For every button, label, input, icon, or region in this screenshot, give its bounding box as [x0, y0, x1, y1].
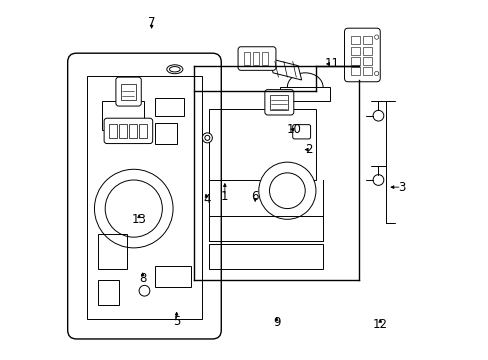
- Circle shape: [374, 35, 378, 39]
- Bar: [129, 124, 136, 138]
- Circle shape: [202, 133, 212, 143]
- Circle shape: [374, 71, 378, 76]
- Bar: [252, 53, 259, 65]
- Text: 10: 10: [286, 123, 301, 136]
- Text: 8: 8: [139, 272, 146, 285]
- Circle shape: [204, 135, 209, 140]
- Circle shape: [105, 180, 162, 237]
- Bar: [155, 123, 176, 144]
- Bar: [98, 280, 119, 305]
- Text: 4: 4: [203, 193, 210, 206]
- Bar: [350, 67, 359, 75]
- Text: 7: 7: [147, 16, 155, 29]
- Text: 6: 6: [251, 190, 259, 203]
- Bar: [121, 84, 135, 100]
- Bar: [270, 95, 287, 110]
- Bar: [208, 109, 315, 180]
- FancyBboxPatch shape: [104, 118, 152, 144]
- FancyBboxPatch shape: [292, 125, 310, 139]
- Bar: [362, 47, 371, 55]
- Bar: [362, 67, 371, 75]
- Bar: [362, 57, 371, 65]
- Text: 9: 9: [272, 316, 280, 329]
- Bar: [350, 57, 359, 65]
- Circle shape: [372, 175, 383, 185]
- Text: 5: 5: [173, 315, 180, 328]
- Circle shape: [94, 169, 173, 248]
- Text: 12: 12: [372, 318, 387, 331]
- Bar: [155, 98, 183, 116]
- Bar: [155, 266, 190, 287]
- Ellipse shape: [169, 67, 180, 72]
- FancyBboxPatch shape: [238, 47, 275, 70]
- Bar: [350, 47, 359, 55]
- Circle shape: [372, 111, 383, 121]
- FancyBboxPatch shape: [116, 77, 141, 106]
- Bar: [139, 124, 146, 138]
- Text: 3: 3: [397, 181, 405, 194]
- Bar: [362, 36, 371, 44]
- Bar: [119, 124, 126, 138]
- Bar: [280, 87, 329, 102]
- Ellipse shape: [166, 65, 183, 74]
- Bar: [87, 76, 201, 319]
- Bar: [98, 234, 126, 269]
- Bar: [102, 102, 144, 130]
- Bar: [244, 53, 250, 65]
- Text: 13: 13: [131, 213, 146, 226]
- Circle shape: [269, 173, 305, 208]
- Text: 2: 2: [305, 143, 312, 156]
- Bar: [109, 124, 116, 138]
- Text: 1: 1: [221, 190, 228, 203]
- Bar: [350, 36, 359, 44]
- FancyBboxPatch shape: [264, 90, 293, 115]
- Circle shape: [139, 285, 149, 296]
- Bar: [208, 244, 323, 269]
- Circle shape: [258, 162, 315, 219]
- FancyBboxPatch shape: [67, 53, 221, 339]
- Polygon shape: [269, 59, 301, 80]
- FancyBboxPatch shape: [344, 28, 380, 82]
- Bar: [261, 53, 267, 65]
- Text: 11: 11: [324, 57, 339, 71]
